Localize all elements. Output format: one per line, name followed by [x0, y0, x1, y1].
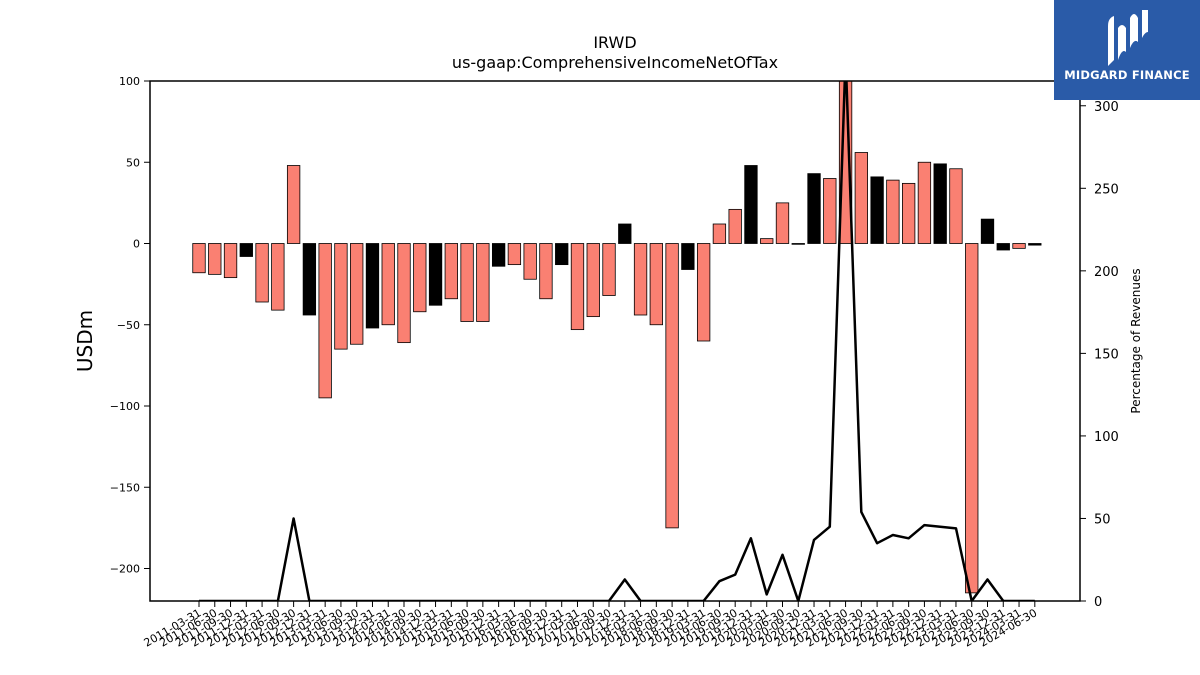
bar-2023-06-30: [965, 243, 979, 594]
y-tick-label: −200: [110, 563, 140, 576]
bar-2012-12-31: [302, 243, 317, 316]
y-tick-label: −150: [110, 481, 140, 494]
percentage-line-series: [199, 81, 1035, 601]
bar-2011-03-31: [192, 243, 206, 274]
bar-2012-06-30: [271, 243, 285, 311]
left-axis: 100 50 0 −50 −100 −150 −200: [110, 75, 150, 576]
bar-2022-03-31: [886, 179, 900, 244]
y-tick-label: 50: [126, 156, 140, 169]
bar-2020-03-31: [760, 238, 774, 244]
bar-2019-09-30: [728, 208, 742, 244]
bar-2021-12-31: [870, 176, 884, 244]
bar-2022-09-30: [917, 161, 932, 244]
bar-2016-06-30: [523, 243, 537, 280]
bar-2017-09-30: [602, 243, 616, 296]
y2-axis-label: Percentage of Revenues: [1129, 268, 1143, 413]
y2-tick-label: 150: [1094, 347, 1119, 362]
bar-2020-06-30: [775, 202, 790, 244]
bar-2018-06-30: [649, 243, 663, 326]
logo-text: MIDGARD FINANCE: [1064, 68, 1190, 82]
bar-2017-06-30: [586, 243, 600, 318]
y-tick-label: −50: [117, 319, 140, 332]
bar-2013-09-30: [350, 243, 364, 345]
bar-2018-03-31: [633, 243, 648, 316]
bar-2011-06-30: [208, 243, 222, 275]
bar-2014-03-31: [381, 243, 395, 326]
bar-2012-03-31: [255, 243, 269, 303]
bar-2018-12-31: [681, 243, 695, 270]
bar-2011-12-31: [239, 243, 253, 257]
bar-2016-03-31: [507, 243, 522, 266]
bar-2014-09-30: [413, 243, 427, 313]
bar-2012-09-30: [286, 165, 301, 244]
bar-2024-06-30: [1028, 243, 1042, 246]
bar-2013-06-30: [334, 243, 348, 350]
midgard-finance-logo: MIDGARD FINANCE: [1054, 0, 1200, 100]
bar-2021-09-30: [854, 152, 868, 244]
bar-2020-12-31: [807, 173, 821, 244]
x-axis: 2011-03-312011-06-302011-09-302011-12-31…: [142, 601, 1039, 650]
midgard-logo-icon: [1108, 10, 1148, 66]
y-tick-label: 100: [119, 75, 140, 88]
chart-title: IRWD: [593, 33, 636, 52]
bar-2015-06-30: [460, 243, 474, 322]
bar-2017-12-31: [618, 223, 632, 244]
y-tick-label: 0: [133, 238, 140, 251]
bar-2019-03-31: [696, 243, 711, 342]
bar-2022-12-31: [933, 163, 947, 244]
bar-2013-12-31: [365, 243, 380, 329]
y2-tick-label: 0: [1094, 595, 1102, 610]
y2-tick-label: 300: [1094, 100, 1119, 115]
bar-2017-03-31: [570, 243, 585, 331]
right-axis: 0 50 100 150 200 250 300: [1080, 100, 1119, 610]
bar-2022-06-30: [902, 182, 916, 244]
bar-2014-12-31: [428, 243, 443, 306]
bar-2023-12-31: [996, 243, 1010, 251]
bar-2013-03-31: [318, 243, 332, 399]
bar-2023-03-31: [949, 168, 963, 244]
bar-series: [192, 81, 1042, 594]
bar-2024-03-31: [1012, 243, 1026, 249]
y2-tick-label: 200: [1094, 265, 1119, 280]
bar-2019-12-31: [744, 165, 758, 244]
bar-2019-06-30: [712, 223, 727, 244]
y2-tick-label: 250: [1094, 182, 1119, 197]
bar-2015-09-30: [476, 243, 490, 322]
bar-2023-09-30: [980, 218, 995, 244]
chart-subtitle: us-gaap:ComprehensiveIncomeNetOfTax: [452, 53, 778, 72]
plot-frame: [149, 80, 1081, 602]
bar-2014-06-30: [397, 243, 411, 344]
bar-2020-09-30: [791, 243, 805, 245]
bar-2016-09-30: [539, 243, 553, 300]
y2-tick-label: 50: [1094, 512, 1111, 527]
y-axis-label: USDm: [73, 310, 97, 372]
y2-tick-label: 100: [1094, 430, 1119, 445]
bar-2018-09-30: [665, 243, 679, 529]
bar-2015-12-31: [491, 243, 506, 267]
bar-2021-03-31: [823, 178, 837, 244]
percentage-line: [199, 81, 1035, 601]
bar-2016-12-31: [555, 243, 569, 266]
y-tick-label: −100: [110, 400, 140, 413]
bar-2015-03-31: [444, 243, 458, 300]
bar-2011-09-30: [223, 243, 238, 279]
